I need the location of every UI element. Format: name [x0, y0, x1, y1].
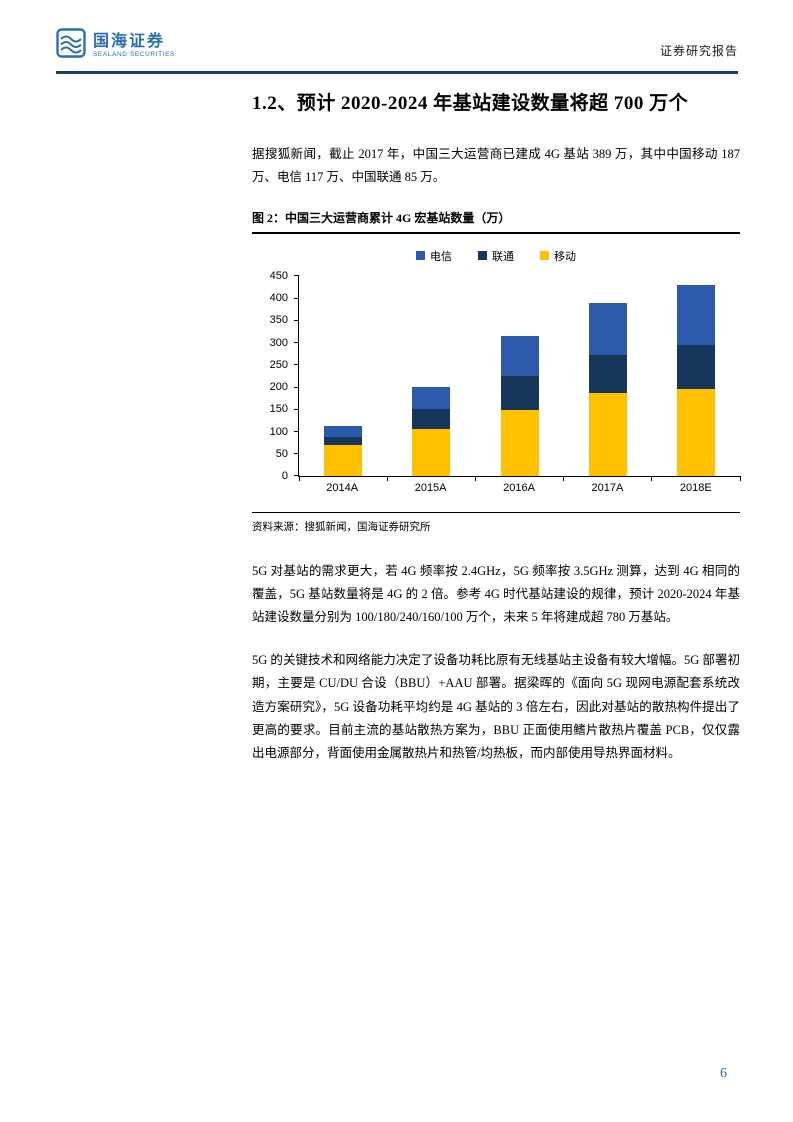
- y-axis-tick: [294, 319, 299, 321]
- x-axis-tick: [474, 475, 476, 481]
- stacked-bar: [412, 387, 451, 476]
- chart: 电信 联通 移动 0 50 100 150 200 250 300 350 400 450 2014A…: [252, 234, 741, 534]
- y-axis-tick: [294, 342, 299, 344]
- legend-label: 联通: [492, 250, 514, 263]
- figure-caption: 图 2：中国三大运营商累计 4G 宏基站数量（万）: [252, 209, 740, 234]
- bar-segment: [412, 409, 451, 430]
- y-axis-tick: [294, 453, 299, 455]
- legend-swatch: [540, 251, 549, 261]
- bar-segment: [588, 355, 627, 393]
- y-axis-label: 0: [281, 469, 288, 482]
- brand-name-cn: 国海证券: [93, 33, 166, 51]
- section-title: 1.2、预计 2020-2024 年基站建设数量将超 700 万个: [252, 93, 689, 114]
- x-axis-label: 2018E: [679, 481, 712, 494]
- y-axis-tick: [294, 297, 299, 299]
- x-axis-tick: [298, 475, 300, 481]
- legend-swatch: [416, 251, 425, 261]
- y-axis-tick: [294, 275, 299, 277]
- bar-columns: [299, 276, 740, 476]
- bar-column: [652, 276, 740, 476]
- stacked-bar: [324, 425, 363, 476]
- bar-segment: [412, 429, 451, 476]
- y-axis-label: 400: [269, 292, 288, 305]
- x-axis-tick: [386, 475, 388, 481]
- bar-segment: [324, 425, 363, 437]
- y-axis-tick: [294, 475, 299, 477]
- bar-segment: [500, 375, 539, 411]
- paragraph-intro: 据搜狐新闻，截止 2017 年，中国三大运营商已建成 4G 基站 389 万，其…: [252, 146, 740, 184]
- paragraph-thermal: 5G 的关键技术和网络能力决定了设备功耗比原有无线基站主设备有较大增幅。5G 部…: [252, 653, 740, 760]
- bar-segment: [588, 392, 627, 476]
- x-axis-labels: 2014A 2015A 2016A 2017A 2018E: [298, 477, 740, 494]
- y-axis-label: 200: [269, 381, 288, 394]
- content-column: 1.2、预计 2020-2024 年基站建设数量将超 700 万个 据搜狐新闻，…: [252, 92, 741, 785]
- chart-legend: 电信 联通 移动: [252, 248, 740, 264]
- y-axis-label: 150: [269, 403, 288, 416]
- bar-column: [564, 276, 652, 476]
- brand-text: 国海证券 SEALAND SECURITIES: [93, 33, 175, 58]
- y-axis-tick: [294, 408, 299, 410]
- figure-source: 资料来源：搜狐新闻，国海证券研究所: [252, 511, 740, 534]
- bar-segment: [500, 335, 539, 376]
- legend-item: 联通: [478, 248, 514, 264]
- x-axis-label: 2017A: [591, 481, 624, 494]
- bar-column: [299, 276, 387, 476]
- y-axis-label: 450: [269, 269, 288, 282]
- y-axis-tick: [294, 364, 299, 366]
- y-axis: 0 50 100 150 200 250 300 350 400 450: [252, 270, 298, 482]
- y-axis-label: 250: [269, 358, 288, 371]
- stacked-bar: [500, 335, 539, 476]
- stacked-bar: [676, 284, 715, 476]
- bar-segment: [500, 410, 539, 476]
- legend-item: 电信: [416, 248, 452, 264]
- bar-segment: [324, 444, 363, 476]
- bar-column: [475, 276, 563, 476]
- chart-plot-row: 0 50 100 150 200 250 300 350 400 450: [252, 270, 741, 482]
- bar-column: [387, 276, 475, 476]
- y-axis-label: 300: [269, 336, 288, 349]
- brand-name-en: SEALAND SECURITIES: [93, 50, 175, 58]
- y-axis-tick: [294, 431, 299, 432]
- stacked-bar: [588, 303, 627, 476]
- y-axis-label: 50: [275, 447, 288, 460]
- y-axis-tick: [294, 386, 299, 388]
- page-header: 国海证券 SEALAND SECURITIES 证券研究报告: [56, 28, 738, 74]
- x-axis-tick: [739, 475, 741, 481]
- page-number: 6: [720, 1066, 727, 1081]
- y-axis-label: 350: [269, 314, 288, 327]
- legend-item: 移动: [540, 248, 576, 264]
- legend-label: 移动: [554, 250, 576, 263]
- bar-segment: [412, 387, 451, 410]
- bar-segment: [588, 303, 627, 356]
- y-axis-label: 100: [269, 425, 288, 438]
- plot-area: [294, 275, 741, 481]
- x-axis-tick: [651, 475, 653, 481]
- x-axis-label: 2014A: [326, 481, 359, 494]
- bar-segment: [676, 284, 715, 345]
- paragraph-forecast: 5G 对基站的需求更大，若 4G 频率按 2.4GHz，5G 频率按 3.5GH…: [252, 563, 740, 625]
- report-type-label: 证券研究报告: [659, 44, 738, 58]
- brand: 国海证券 SEALAND SECURITIES: [56, 28, 175, 63]
- x-axis-label: 2016A: [503, 481, 535, 494]
- bar-segment: [324, 436, 363, 445]
- bar-segment: [676, 344, 715, 390]
- bar-segment: [676, 389, 715, 476]
- legend-swatch: [478, 251, 487, 261]
- brand-logo-icon: [56, 28, 86, 63]
- x-axis-tick: [563, 475, 565, 481]
- legend-label: 电信: [430, 250, 452, 263]
- x-axis-label: 2015A: [414, 481, 447, 494]
